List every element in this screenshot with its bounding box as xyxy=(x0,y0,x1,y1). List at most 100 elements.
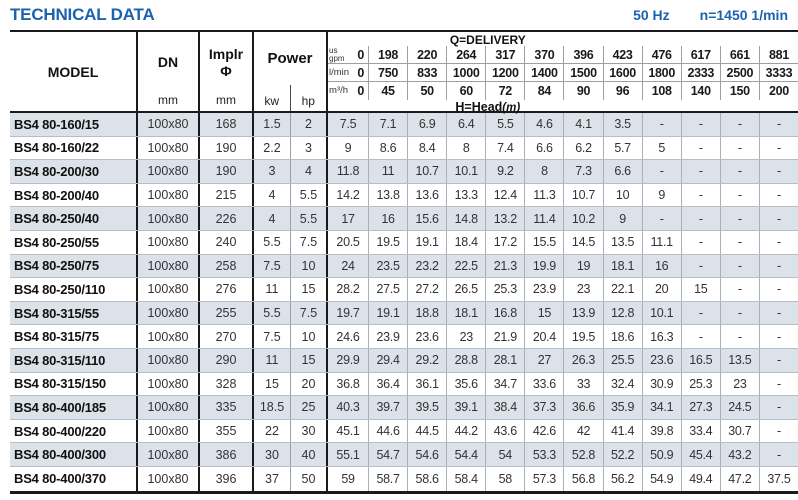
head-cell: 11.4 xyxy=(524,207,563,230)
impeller-cell: 328 xyxy=(200,372,254,396)
head-cell: 20.5 xyxy=(336,235,360,250)
model-cell: BS4 80-200/40 xyxy=(10,183,138,207)
head-cell: - xyxy=(680,325,720,348)
delivery-value: 50 xyxy=(407,82,446,100)
head-cell: 39.7 xyxy=(368,396,407,419)
unit-cell: m³/h 0 xyxy=(328,82,368,100)
head-cell: - xyxy=(719,301,759,325)
model-cell: BS4 80-250/40 xyxy=(10,207,138,230)
unit-cell: us gpm 0 xyxy=(328,46,368,63)
head-cell: 9 xyxy=(344,140,352,155)
hp-cell: 15 xyxy=(291,278,328,301)
kw-cell: 11 xyxy=(254,278,291,301)
head-values: 55.1 54.7 54.6 54.4 54 53.3 52.8 52.2 50.9 45.4 43… xyxy=(328,443,798,466)
dn-cell: 100x80 xyxy=(138,372,200,396)
hp-cell: 2 xyxy=(291,113,328,136)
head-cell: 13.5 xyxy=(602,230,642,254)
head-cell: 18.8 xyxy=(407,301,446,325)
impeller-cell: 258 xyxy=(200,254,254,278)
delivery-value: 96 xyxy=(602,82,642,100)
head-cell: - xyxy=(719,136,759,160)
head-cell: 13.3 xyxy=(446,183,485,207)
head-cell: 59 xyxy=(341,471,355,486)
head-cell: 22.1 xyxy=(602,278,642,301)
hp-cell: 25 xyxy=(291,396,328,419)
head-cell: 18.1 xyxy=(602,254,642,278)
kw-cell: 2.2 xyxy=(254,136,291,160)
head-cell: 45.1 xyxy=(336,424,360,439)
delivery-value: 0 xyxy=(357,65,364,80)
unit-label-l-min: l/min xyxy=(329,66,350,78)
delivery-value: 0 xyxy=(357,84,364,98)
head-cell: - xyxy=(719,278,759,301)
head-cell: 29.4 xyxy=(368,348,407,372)
impeller-cell: 255 xyxy=(200,301,254,325)
head-values: 24.6 23.9 23.6 23 21.9 20.4 19.5 18.6 16.3- - - xyxy=(328,325,798,348)
head-cell: 21.3 xyxy=(485,254,524,278)
head-cell: - xyxy=(680,230,720,254)
head-cell: 58 xyxy=(485,466,524,491)
unit-row-m3-h: m³/h 0 45 50 60 72 84 90 96 108 140 150 200 xyxy=(328,82,798,100)
head-cell: 25.5 xyxy=(602,348,642,372)
delivery-value: 72 xyxy=(485,82,524,100)
head-cell: 6.2 xyxy=(563,136,602,160)
head-cell: - xyxy=(758,136,798,160)
delivery-value: 833 xyxy=(407,64,446,81)
dn-cell: 100x80 xyxy=(138,230,200,254)
head-cell: 54.6 xyxy=(407,443,446,466)
delivery-value: 45 xyxy=(368,82,407,100)
head-cell: - xyxy=(758,183,798,207)
model-cell: BS4 80-315/110 xyxy=(10,348,138,372)
hp-cell: 3 xyxy=(291,136,328,160)
unit-label-us-gpm: us gpm xyxy=(329,45,345,63)
header-kw-unit: kw xyxy=(264,94,280,108)
delivery-value: 1800 xyxy=(641,64,681,81)
head-cell: 45.4 xyxy=(680,443,720,466)
head-cell: 24 xyxy=(341,258,355,273)
model-cell: BS4 80-315/55 xyxy=(10,301,138,325)
head-cell: 26.5 xyxy=(446,278,485,301)
kw-cell: 18.5 xyxy=(254,396,291,419)
dn-cell: 100x80 xyxy=(138,325,200,348)
delivery-value: 220 xyxy=(407,46,446,63)
table-header: MODEL DN mm Implr Φ mm Power kw hp xyxy=(10,32,798,114)
header-hp-unit: hp xyxy=(289,85,327,111)
head-cell: 53.3 xyxy=(524,443,563,466)
top-bar: TECHNICAL DATA 50 Hz n=1450 1/min xyxy=(10,3,792,27)
head-cell: 24.6 xyxy=(336,329,360,344)
head-values: 29.9 29.4 29.2 28.8 28.1 27 26.3 25.5 23.6 16.5 13… xyxy=(328,348,798,372)
head-cell: 38.4 xyxy=(485,396,524,419)
delivery-value: 264 xyxy=(446,46,485,63)
dn-cell: 100x80 xyxy=(138,419,200,443)
delivery-value: 370 xyxy=(524,46,563,63)
head-cell: 19.9 xyxy=(524,254,563,278)
kw-cell: 11 xyxy=(254,348,291,372)
head-cell: - xyxy=(680,113,720,136)
head-cell: 26.3 xyxy=(563,348,602,372)
table-row: BS4 80-250/110 100x80 276 11 15 28.2 27.5 27.2 2… xyxy=(10,278,798,302)
head-cell: 22.5 xyxy=(446,254,485,278)
table-row: BS4 80-315/55 100x80 255 5.5 7.5 19.7 19.1 18.8… xyxy=(10,301,798,326)
head-cell: - xyxy=(758,160,798,183)
head-cell: 29.9 xyxy=(336,353,360,368)
head-cell: 50.9 xyxy=(641,443,681,466)
head-cell: 6.4 xyxy=(446,113,485,136)
kw-cell: 4 xyxy=(254,207,291,230)
impeller-cell: 168 xyxy=(200,113,254,136)
model-cell: BS4 80-400/220 xyxy=(10,419,138,443)
head-cell: 34.1 xyxy=(641,396,681,419)
head-cell: - xyxy=(680,254,720,278)
delivery-value: 661 xyxy=(719,46,759,63)
dn-cell: 100x80 xyxy=(138,113,200,136)
dn-cell: 100x80 xyxy=(138,183,200,207)
head-cell: 40.3 xyxy=(336,400,360,415)
impeller-cell: 190 xyxy=(200,160,254,183)
model-cell: BS4 80-250/75 xyxy=(10,254,138,278)
head-cell: - xyxy=(758,230,798,254)
delivery-value: 84 xyxy=(524,82,563,100)
kw-cell: 37 xyxy=(254,466,291,491)
head-cell: 23.6 xyxy=(407,325,446,348)
delivery-value: 0 xyxy=(357,47,364,62)
head-cell: - xyxy=(719,183,759,207)
hp-cell: 7.5 xyxy=(291,301,328,325)
